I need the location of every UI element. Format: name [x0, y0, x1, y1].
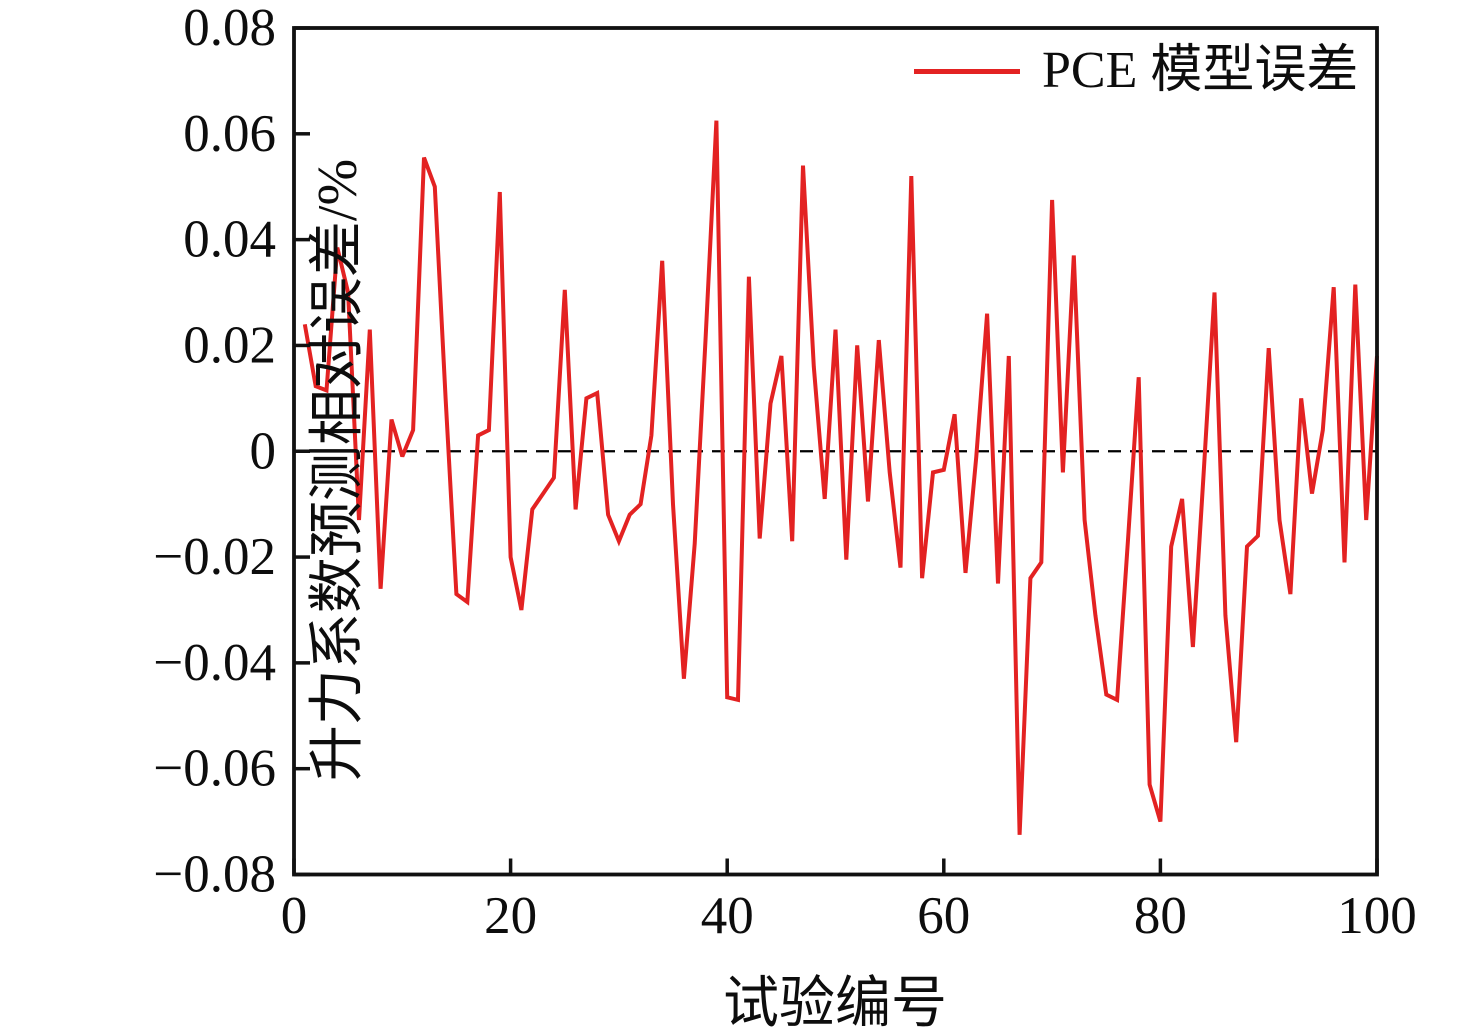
legend: PCE 模型误差: [914, 44, 1358, 98]
y-tick-label: 0.02: [183, 316, 276, 374]
y-tick-label: 0.04: [183, 211, 276, 269]
x-axis-label: 试验编号: [723, 973, 947, 1035]
x-tick-label: 100: [1337, 887, 1417, 945]
y-tick-label: −0.04: [153, 634, 276, 692]
y-axis-label: 升力系数预测相对误差/%: [307, 158, 369, 782]
x-tick-label: 40: [701, 887, 754, 945]
legend-label: PCE 模型误差: [1042, 42, 1359, 99]
y-tick-label: −0.02: [153, 528, 276, 586]
x-tick-label: 20: [484, 887, 537, 945]
y-tick-label: 0.06: [183, 105, 276, 163]
y-tick-label: −0.06: [153, 740, 276, 798]
x-tick-label: 60: [917, 887, 970, 945]
y-tick-label: 0.08: [183, 0, 276, 57]
x-tick-label: 0: [281, 887, 308, 945]
y-tick-label: 0: [250, 422, 277, 480]
legend-line-swatch-icon: [914, 68, 1020, 74]
series-line: [302, 120, 1379, 835]
y-tick-label: −0.08: [153, 846, 276, 904]
x-tick-label: 80: [1134, 887, 1187, 945]
